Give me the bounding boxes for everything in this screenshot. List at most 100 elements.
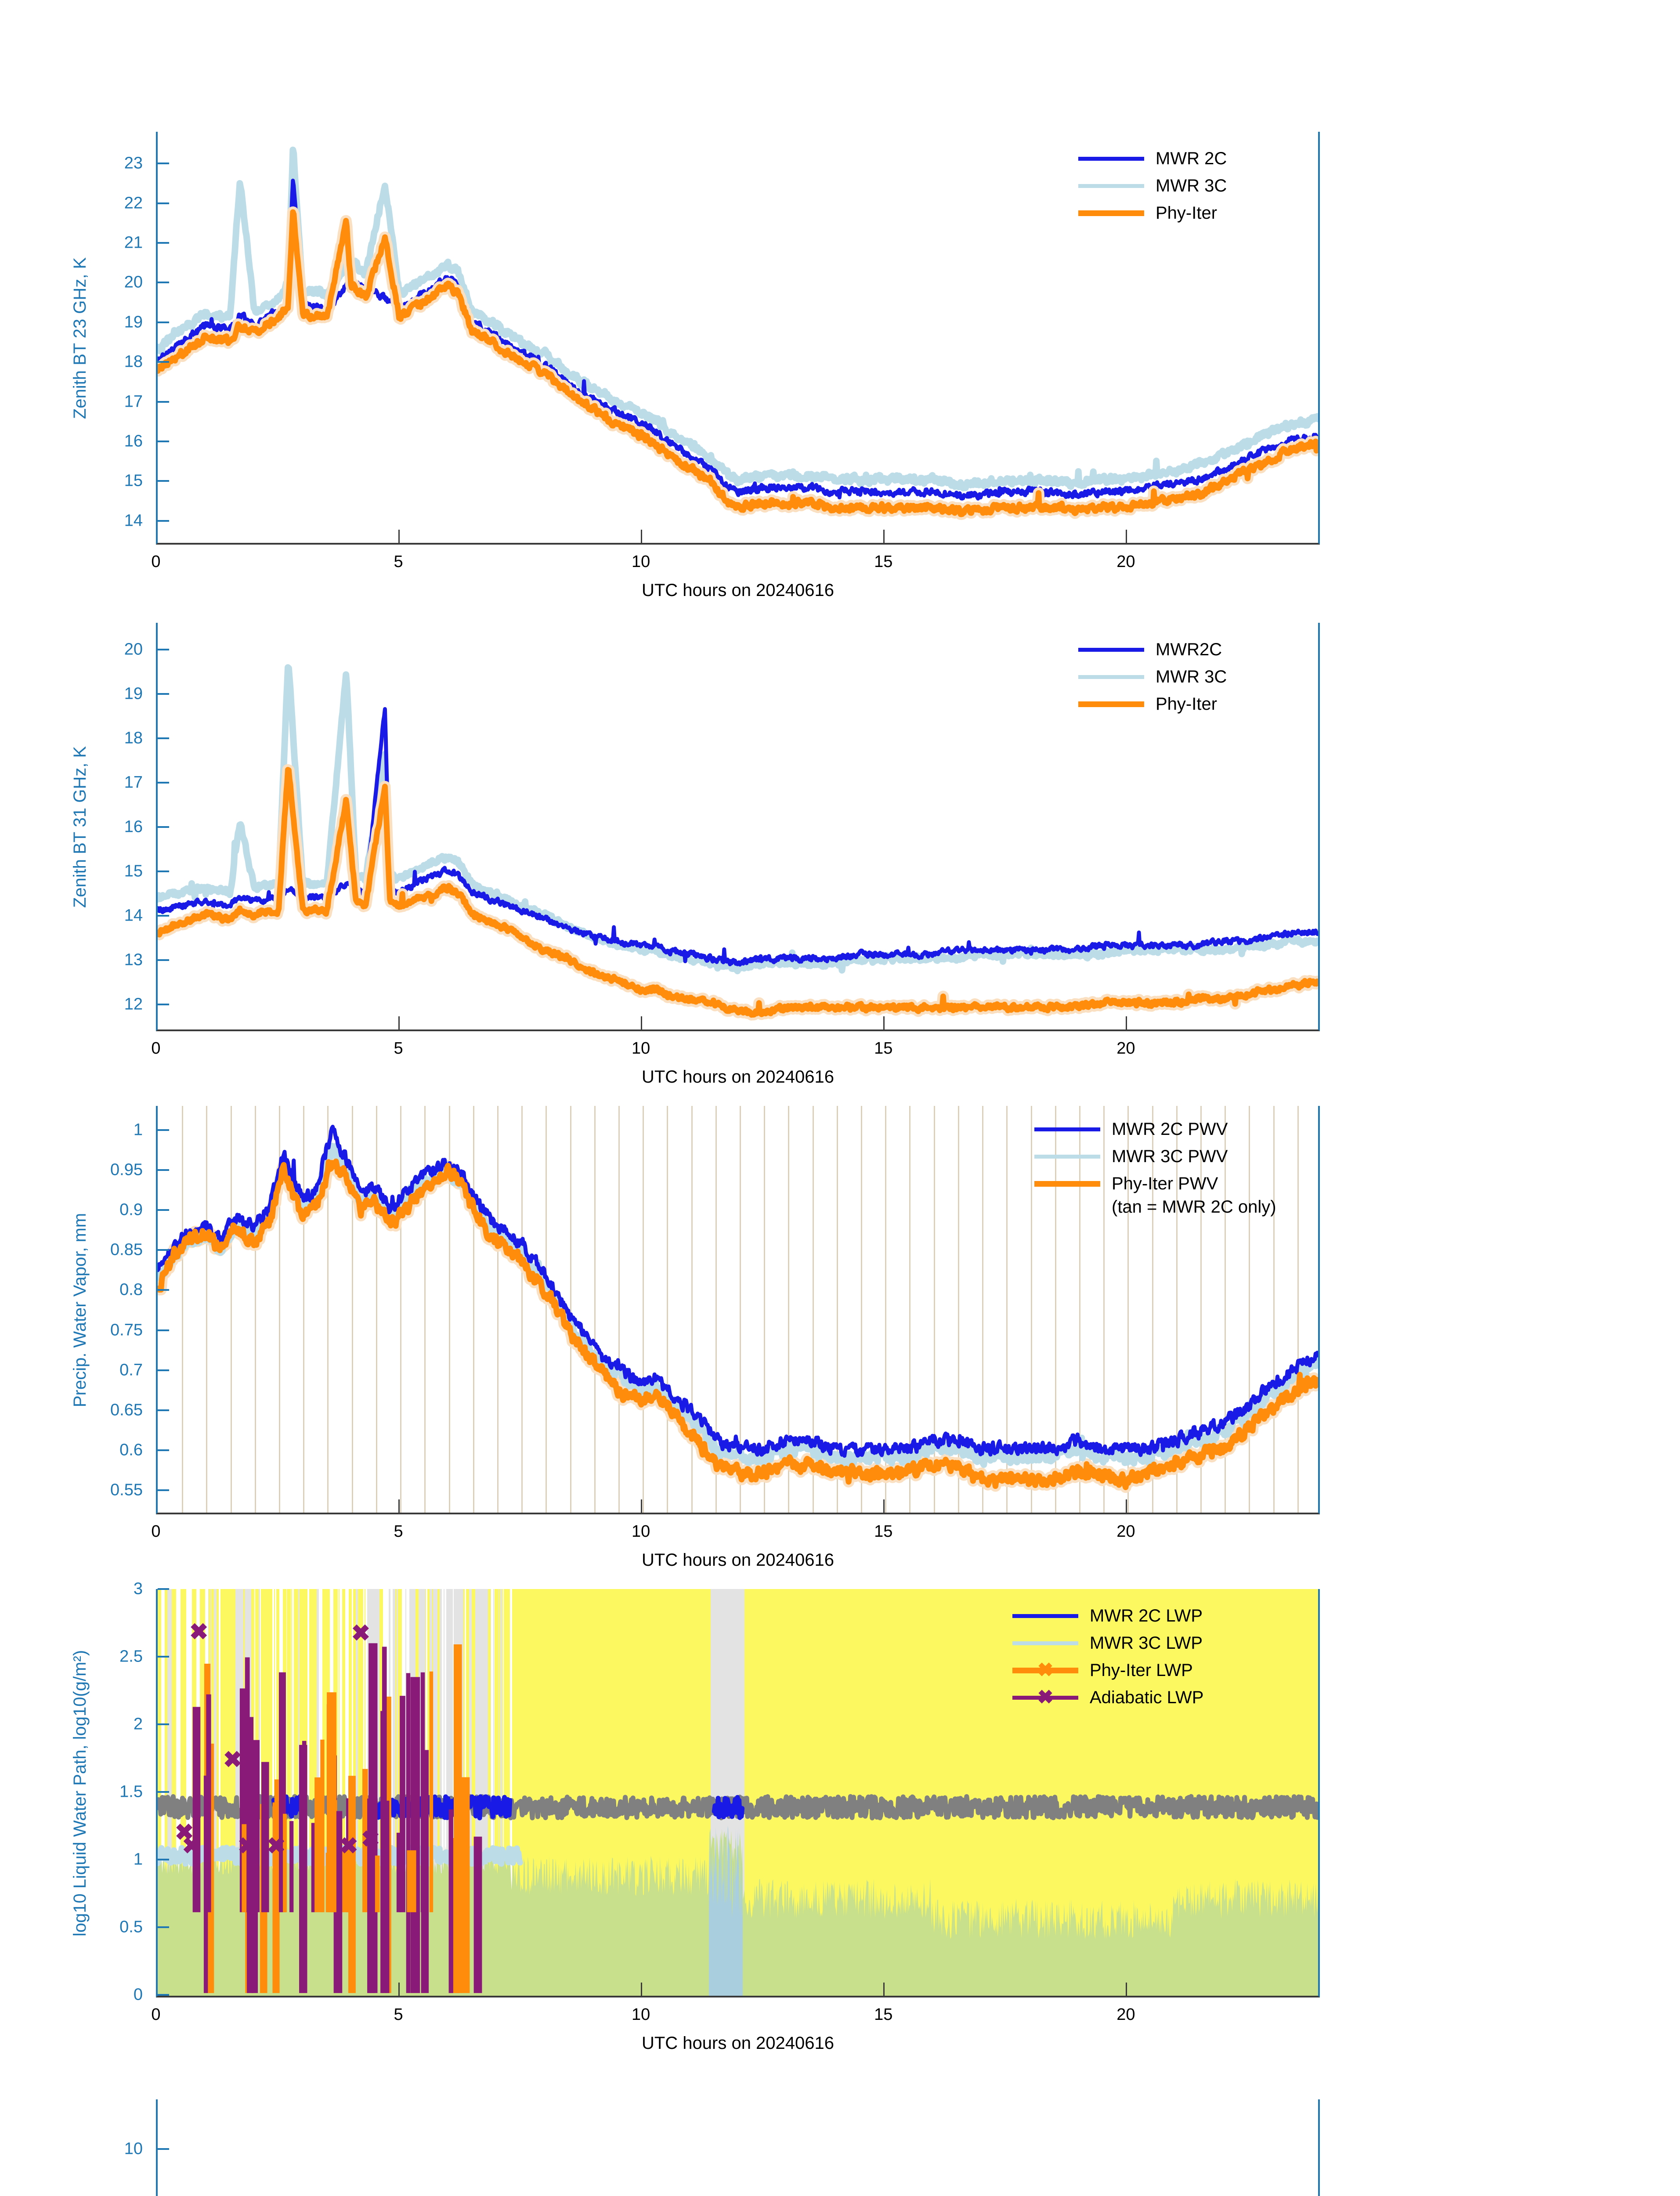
gridline-vertical [473,1106,474,1513]
y-tick-label: 0.65 [110,1401,143,1419]
gridline-vertical [1006,1106,1008,1513]
y-tick-label: 16 [124,817,143,836]
background-band [435,1589,437,1996]
gridline-vertical [715,1106,717,1513]
x-tick-mark [641,1983,643,1997]
x-tick-mark [398,530,400,545]
x-tick-mark [398,1499,400,1514]
y-tick-label: 0.9 [119,1200,143,1219]
y-tick-mark [158,1209,169,1211]
x-tick-mark [398,1016,400,1031]
background-band [271,1589,274,1996]
gridline-vertical [303,1106,305,1513]
x-axis-label-pwv: UTC hours on 20240616 [641,1550,835,1570]
y-tick-mark [158,870,169,873]
background-band [508,1589,510,1996]
y-tick-label: 2.5 [119,1647,143,1666]
legend-swatch [1078,675,1144,679]
y-tick-mark [158,1449,169,1452]
gridline-vertical [182,1106,184,1513]
x-tick-label: 20 [1116,553,1135,571]
y-tick-label: 23 [124,154,143,173]
background-band [307,1589,310,1996]
x-tick-mark [1126,1983,1127,1997]
x-tick-label: 0 [151,1039,161,1058]
y-tick-mark [158,401,169,403]
y-tick-label: 18 [124,352,143,371]
y-tick-mark [158,1169,169,1171]
gridline-vertical [448,1106,450,1513]
gridline-vertical [1176,1106,1178,1513]
y-tick-label: 1 [133,1120,143,1139]
y-tick-mark [158,737,169,739]
legend-swatch [1034,1154,1100,1159]
data-line [712,1795,745,1820]
y-tick-label: 0.75 [110,1321,143,1340]
gridline-vertical [351,1106,353,1513]
gridline-vertical [982,1106,984,1513]
gridline-vertical [885,1106,887,1513]
y-tick-label: 2 [133,1715,143,1734]
y-tick-label: 0.95 [110,1160,143,1179]
y-tick-mark [158,915,169,917]
y-tick-label: 20 [124,640,143,659]
gridline-vertical [570,1106,571,1513]
legend-label: MWR 3C PWV [1112,1146,1228,1166]
gridline-vertical [788,1106,790,1513]
gridline-vertical [400,1106,402,1513]
data-line [373,1794,513,1820]
legend-label: MWR 2C [1156,148,1227,168]
background-band [390,1589,393,1996]
legend-item: ✖ Phy-Iter LWP [1012,1657,1203,1684]
legend-swatch [1012,1614,1078,1618]
legend-item: MWR 2C PWV [1034,1116,1276,1143]
x-tick-mark [641,1499,643,1514]
background-band [488,1589,491,1996]
adiabatic-lwp-marker: ✖ [182,1833,201,1858]
x-tick-label: 15 [874,553,893,571]
y-tick-mark [158,1588,169,1590]
x-axis-label-lwp: UTC hours on 20240616 [641,2033,835,2053]
gridline-vertical [1103,1106,1105,1513]
background-band [273,1589,275,1996]
adiabatic-lwp-marker: ✖ [351,1620,370,1646]
background-band [444,1589,446,1996]
adiabatic-lwp-marker: ✖ [339,1833,358,1858]
legend-label: Phy-Iter [1156,694,1218,714]
background-band [392,1589,394,1996]
background-band [472,1589,477,1996]
y-tick-label: 12 [124,995,143,1014]
legend-item: MWR 2C [1078,145,1227,172]
y-tick-label: 0.5 [119,1918,143,1936]
gridline-vertical [497,1106,499,1513]
background-band [186,1589,189,1996]
x-tick-label: 10 [632,2005,650,2024]
background-band [167,1589,172,1996]
x-tick-label: 0 [151,553,161,571]
legend-item: MWR 3C [1078,663,1227,690]
y-tick-mark [158,1004,169,1006]
gridline-vertical [376,1106,377,1513]
y-tick-label: 14 [124,906,143,925]
x-tick-label: 5 [394,1522,403,1541]
gridline-vertical [1249,1106,1250,1513]
gridline-vertical [594,1106,596,1513]
x-tick-mark [398,1983,400,1997]
gridline-vertical [836,1106,838,1513]
y-tick-mark [158,1858,169,1860]
y-tick-mark [158,693,169,695]
y-tick-mark [158,480,169,482]
background-band [298,1589,300,1996]
legend-lwp: MWR 2C LWP MWR 3C LWP ✖ Phy-Iter LWP ✖ Adiaba… [1012,1602,1203,1711]
background-band [218,1589,221,1996]
legend-pwv: MWR 2C PWV MWR 3C PWV Phy-Iter PWV (tan = M… [1034,1116,1276,1217]
gridline-vertical [230,1106,232,1513]
legend-swatch [1034,1181,1100,1187]
y-tick-mark [158,441,169,442]
legend-label: MWR 2C LWP [1090,1606,1203,1625]
data-line [158,206,1318,520]
x-tick-label: 0 [151,1522,161,1541]
x-tick-mark [1126,1499,1127,1514]
x-tick-mark [641,1016,643,1031]
background-band [491,1589,494,1996]
